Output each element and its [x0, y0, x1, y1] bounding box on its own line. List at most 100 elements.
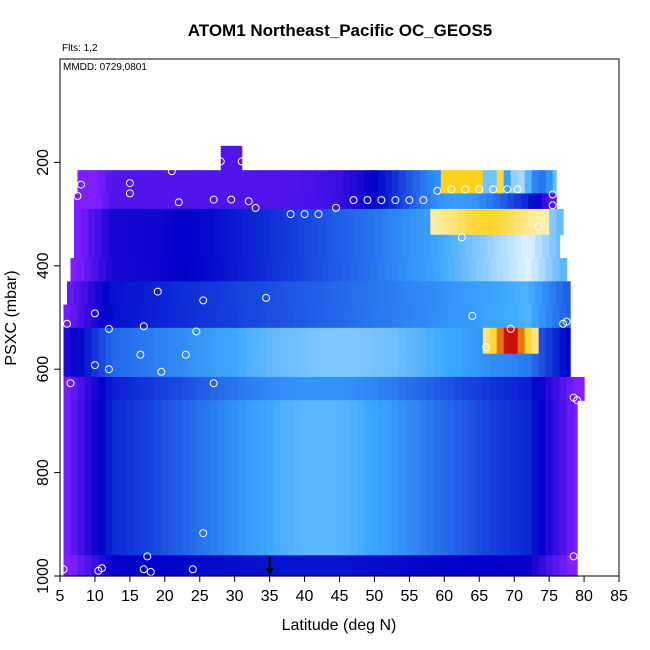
heatmap-cell: [308, 327, 316, 355]
heatmap-cell: [252, 400, 260, 556]
heatmap-cell: [171, 208, 180, 236]
heatmap-cell: [336, 400, 344, 556]
heatmap-cell: [143, 193, 152, 210]
heatmap-cell: [538, 376, 547, 401]
heatmap-cell: [391, 258, 400, 282]
heatmap-cell: [147, 258, 155, 282]
heatmap-cell: [217, 353, 225, 378]
sample-point: [157, 367, 166, 376]
heatmap-cell: [426, 400, 435, 556]
heatmap-cell: [454, 353, 463, 378]
heatmap-cell: [336, 258, 344, 282]
heatmap-cell: [175, 376, 183, 401]
heatmap-cell: [224, 170, 232, 195]
heatmap-cell: [542, 281, 550, 306]
heatmap-cell: [475, 400, 484, 556]
heatmap-cell: [273, 304, 281, 329]
heatmap-cell: [140, 400, 148, 556]
sample-point: [188, 565, 197, 574]
heatmap-cell: [70, 304, 79, 329]
heatmap-cell: [182, 170, 190, 195]
sample-point: [534, 223, 543, 231]
heatmap-cell: [325, 234, 334, 259]
x-tick-label: 30: [226, 588, 244, 605]
heatmap-cell: [311, 193, 320, 210]
heatmap-cell: [206, 208, 215, 236]
heatmap-cell: [377, 170, 386, 195]
heatmap-cell: [63, 353, 72, 378]
heatmap-cell: [199, 208, 208, 236]
heatmap-cell: [493, 234, 501, 259]
heatmap-cell: [238, 258, 246, 282]
heatmap-cell: [98, 327, 107, 355]
heatmap-cell: [517, 376, 526, 401]
heatmap-cell: [161, 170, 169, 195]
heatmap-cell: [266, 353, 274, 378]
heatmap-cell: [475, 555, 484, 577]
heatmap-cell: [287, 353, 295, 378]
sample-point: [209, 195, 218, 204]
heatmap-cell: [573, 555, 578, 577]
heatmap-cell: [203, 555, 211, 577]
sample-point: [513, 185, 522, 194]
heatmap-cell: [405, 258, 414, 282]
heatmap-cell: [353, 193, 362, 210]
heatmap-cell: [545, 304, 554, 329]
heatmap-cell: [105, 304, 114, 329]
heatmap-cell: [370, 304, 379, 329]
heatmap-cell: [255, 208, 264, 236]
heatmap-cell: [189, 376, 197, 401]
heatmap-cell: [168, 258, 176, 282]
heatmap-cell: [426, 304, 435, 329]
y-tick-label: 200: [35, 149, 52, 176]
heatmap-cell: [384, 400, 393, 556]
heatmap-cell: [521, 208, 529, 236]
heatmap-cell: [353, 281, 362, 306]
heatmap-cell: [77, 258, 86, 282]
sample-point: [251, 203, 260, 212]
heatmap-cell: [552, 258, 561, 282]
heatmap-cell: [91, 400, 100, 556]
heatmap-cell: [517, 170, 526, 195]
sample-point: [227, 195, 236, 204]
heatmap-cell: [398, 376, 407, 401]
heatmap-cell: [363, 376, 372, 401]
heatmap-cell: [80, 281, 89, 306]
sample-point: [286, 210, 295, 219]
heatmap-cell: [238, 555, 246, 577]
heatmap-cell: [294, 304, 302, 329]
heatmap-cell: [280, 258, 288, 282]
heatmap-cell: [196, 327, 204, 355]
heatmap-cell: [493, 193, 501, 210]
heatmap-cell: [489, 327, 498, 355]
sample-point: [153, 287, 162, 296]
heatmap-cell: [538, 258, 547, 282]
sample-point: [363, 196, 372, 205]
heatmap-cell: [479, 208, 487, 236]
heatmap-cell: [157, 281, 166, 306]
heatmap-cell: [552, 327, 561, 355]
heatmap-cell: [482, 400, 491, 556]
heatmap-cell: [433, 376, 442, 401]
heatmap-cell: [440, 400, 449, 556]
heatmap-cell: [101, 281, 110, 306]
heatmap-cell: [367, 281, 376, 306]
heatmap-cell: [440, 258, 449, 282]
heatmap-cell: [507, 234, 515, 259]
heatmap-cell: [349, 376, 358, 401]
heatmap-cell: [315, 258, 323, 282]
heatmap-cell: [231, 353, 239, 378]
heatmap-cell: [395, 208, 403, 236]
sample-point: [447, 185, 456, 194]
heatmap-cell: [503, 304, 512, 329]
heatmap-cell: [356, 327, 365, 355]
sample-point: [489, 185, 498, 194]
heatmap-cell: [112, 258, 120, 282]
heatmap-cell: [402, 208, 410, 236]
heatmap-cell: [552, 304, 561, 329]
heatmap-cell: [259, 258, 267, 282]
heatmap-cell: [98, 304, 107, 329]
heatmap-cell: [119, 555, 127, 577]
heatmap-cell: [105, 376, 114, 401]
heatmap-cell: [140, 258, 148, 282]
